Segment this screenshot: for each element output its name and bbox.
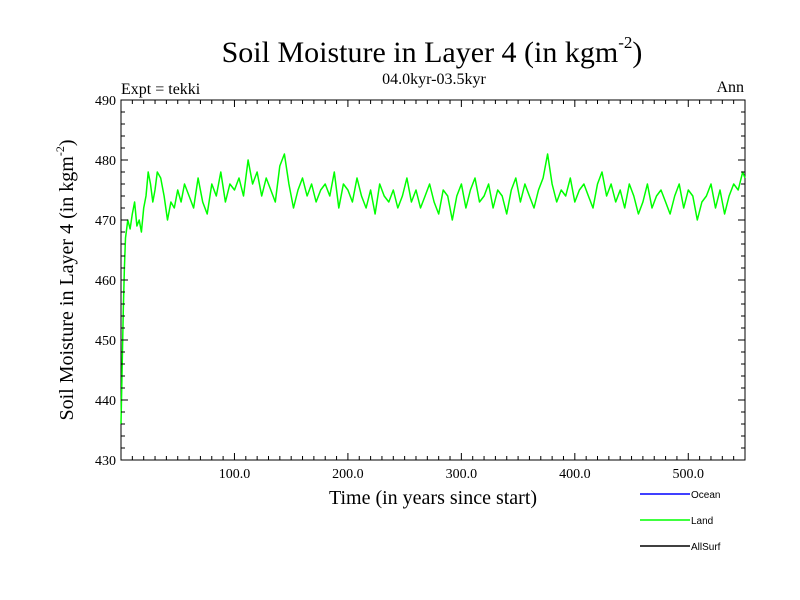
x-tick-label: 100.0 [219, 467, 251, 482]
data-lines [120, 153, 746, 425]
series-line-land [120, 153, 746, 425]
x-tick-label: 400.0 [559, 467, 591, 482]
legend-label-allsurf: AllSurf [691, 542, 721, 553]
y-tick-label: 490 [95, 94, 116, 109]
y-axis-label: Soil Moisture in Layer 4 (in kgm-2) [53, 139, 78, 420]
x-tick-label: 200.0 [332, 467, 364, 482]
y-tick-label: 470 [95, 214, 116, 229]
expt-label: Expt = tekki [121, 81, 201, 98]
y-tick-label: 450 [95, 334, 116, 349]
x-tick-label: 500.0 [673, 467, 705, 482]
x-tick-label: 300.0 [446, 467, 478, 482]
y-tick-label: 430 [95, 454, 116, 469]
x-axis-label: Time (in years since start) [329, 487, 537, 509]
chart-title: Soil Moisture in Layer 4 (in kgm-2) [222, 33, 643, 69]
y-axis: 430 440 450 460 470 480 490 [95, 94, 745, 469]
x-axis: 100.0 200.0 300.0 400.0 500.0 [131, 100, 735, 482]
y-tick-label: 440 [95, 394, 116, 409]
legend-label-ocean: Ocean [691, 490, 720, 501]
season-label: Ann [716, 79, 744, 96]
period-label: 04.0kyr-03.5kyr [382, 71, 486, 88]
legend-label-land: Land [691, 516, 713, 527]
y-tick-label: 460 [95, 274, 116, 289]
y-tick-label: 480 [95, 154, 116, 169]
legend: Ocean Land AllSurf [640, 490, 721, 553]
